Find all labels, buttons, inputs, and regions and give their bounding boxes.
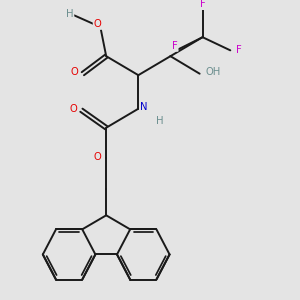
Text: F: F [236, 45, 242, 55]
Text: O: O [70, 67, 78, 77]
Text: O: O [94, 19, 101, 29]
Text: H: H [157, 116, 164, 126]
Text: F: F [172, 41, 178, 51]
Text: O: O [69, 104, 77, 114]
Text: OH: OH [205, 67, 220, 77]
Text: H: H [66, 9, 74, 19]
Text: O: O [94, 152, 101, 162]
Text: F: F [200, 0, 206, 9]
Text: N: N [140, 102, 147, 112]
